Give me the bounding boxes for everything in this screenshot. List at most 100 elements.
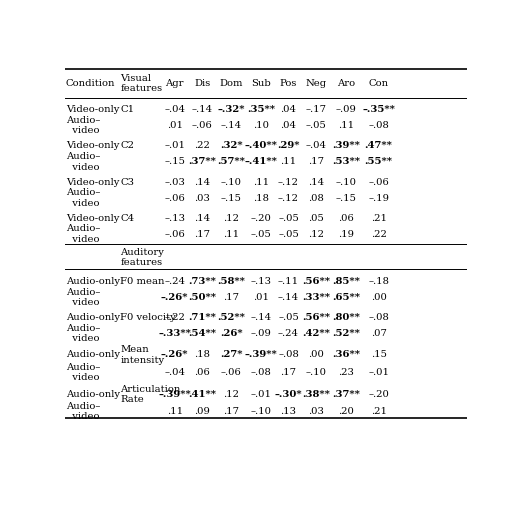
Text: Con: Con: [368, 79, 389, 88]
Text: –.40**: –.40**: [244, 141, 277, 150]
Text: –.01: –.01: [164, 141, 185, 150]
Text: –.09: –.09: [250, 329, 271, 338]
Text: –.24: –.24: [278, 329, 299, 338]
Text: .47**: .47**: [365, 141, 392, 150]
Text: .01: .01: [167, 121, 183, 130]
Text: .35**: .35**: [247, 105, 275, 114]
Text: Audio–
  video: Audio– video: [66, 152, 100, 172]
Text: .19: .19: [338, 230, 354, 239]
Text: –.06: –.06: [368, 177, 389, 186]
Text: .00: .00: [308, 350, 324, 359]
Text: –.33**: –.33**: [158, 329, 191, 338]
Text: .39**: .39**: [332, 141, 360, 150]
Text: Audio-only: Audio-only: [66, 350, 120, 359]
Text: Dis: Dis: [194, 79, 210, 88]
Text: –.03: –.03: [164, 177, 185, 186]
Text: C3: C3: [120, 177, 134, 186]
Text: .29*: .29*: [277, 141, 300, 150]
Text: –.14: –.14: [278, 293, 299, 302]
Text: –.05: –.05: [278, 230, 299, 239]
Text: .73**: .73**: [188, 277, 216, 286]
Text: .12: .12: [223, 390, 239, 399]
Text: .21: .21: [371, 407, 387, 416]
Text: Condition: Condition: [66, 79, 115, 88]
Text: –.41**: –.41**: [244, 157, 277, 167]
Text: Video-only: Video-only: [66, 141, 119, 150]
Text: Auditory
features: Auditory features: [120, 247, 164, 267]
Text: .11: .11: [253, 177, 269, 186]
Text: .85**: .85**: [332, 277, 360, 286]
Text: .04: .04: [280, 121, 296, 130]
Text: –.13: –.13: [164, 214, 185, 223]
Text: .52**: .52**: [217, 313, 245, 322]
Text: –.11: –.11: [278, 277, 299, 286]
Text: –.14: –.14: [192, 105, 213, 114]
Text: .50**: .50**: [188, 293, 216, 302]
Text: –.15: –.15: [335, 194, 357, 203]
Text: –.20: –.20: [250, 214, 271, 223]
Text: .17: .17: [194, 230, 210, 239]
Text: .17: .17: [223, 407, 239, 416]
Text: –.08: –.08: [250, 368, 271, 377]
Text: Audio–
  video: Audio– video: [66, 363, 100, 382]
Text: –.05: –.05: [278, 313, 299, 322]
Text: Dom: Dom: [220, 79, 243, 88]
Text: .06: .06: [194, 368, 210, 377]
Text: .52**: .52**: [332, 329, 360, 338]
Text: .54**: .54**: [188, 329, 216, 338]
Text: .41**: .41**: [188, 390, 216, 399]
Text: .15: .15: [371, 350, 387, 359]
Text: –.04: –.04: [164, 105, 185, 114]
Text: Video-only: Video-only: [66, 177, 119, 186]
Text: .14: .14: [194, 177, 210, 186]
Text: .53**: .53**: [332, 157, 360, 167]
Text: –.08: –.08: [368, 121, 389, 130]
Text: –.10: –.10: [305, 368, 326, 377]
Text: .17: .17: [308, 157, 324, 167]
Text: –.06: –.06: [165, 194, 185, 203]
Text: Visual
features: Visual features: [120, 74, 162, 93]
Text: Audio–
  video: Audio– video: [66, 116, 100, 135]
Text: –.10: –.10: [221, 177, 242, 186]
Text: .18: .18: [194, 350, 210, 359]
Text: –.39**: –.39**: [244, 350, 277, 359]
Text: –.14: –.14: [250, 313, 271, 322]
Text: .22: .22: [194, 141, 210, 150]
Text: .11: .11: [280, 157, 296, 167]
Text: –.10: –.10: [335, 177, 357, 186]
Text: .55**: .55**: [365, 157, 392, 167]
Text: –.05: –.05: [305, 121, 326, 130]
Text: .12: .12: [223, 214, 239, 223]
Text: –.18: –.18: [368, 277, 389, 286]
Text: .10: .10: [253, 121, 269, 130]
Text: .20: .20: [338, 407, 354, 416]
Text: Video-only: Video-only: [66, 105, 119, 114]
Text: –.12: –.12: [278, 177, 299, 186]
Text: .56**: .56**: [302, 313, 330, 322]
Text: –.04: –.04: [164, 368, 185, 377]
Text: –.26*: –.26*: [161, 350, 188, 359]
Text: .71**: .71**: [188, 313, 216, 322]
Text: .04: .04: [280, 105, 296, 114]
Text: Mean
intensity: Mean intensity: [120, 345, 165, 364]
Text: C4: C4: [120, 214, 134, 223]
Text: –.12: –.12: [278, 194, 299, 203]
Text: .80**: .80**: [332, 313, 360, 322]
Text: Audio-only: Audio-only: [66, 313, 120, 322]
Text: Articulation
Rate: Articulation Rate: [120, 385, 181, 404]
Text: .17: .17: [280, 368, 296, 377]
Text: Video-only: Video-only: [66, 214, 119, 223]
Text: Audio–
  video: Audio– video: [66, 288, 100, 307]
Text: F0 velocity: F0 velocity: [120, 313, 176, 322]
Text: –.06: –.06: [192, 121, 213, 130]
Text: –.14: –.14: [221, 121, 242, 130]
Text: –.08: –.08: [278, 350, 299, 359]
Text: .01: .01: [253, 293, 269, 302]
Text: .09: .09: [194, 407, 210, 416]
Text: .38**: .38**: [302, 390, 330, 399]
Text: –.13: –.13: [250, 277, 271, 286]
Text: Audio–
  video: Audio– video: [66, 401, 100, 421]
Text: .26*: .26*: [220, 329, 242, 338]
Text: .57**: .57**: [217, 157, 245, 167]
Text: Aro: Aro: [337, 79, 355, 88]
